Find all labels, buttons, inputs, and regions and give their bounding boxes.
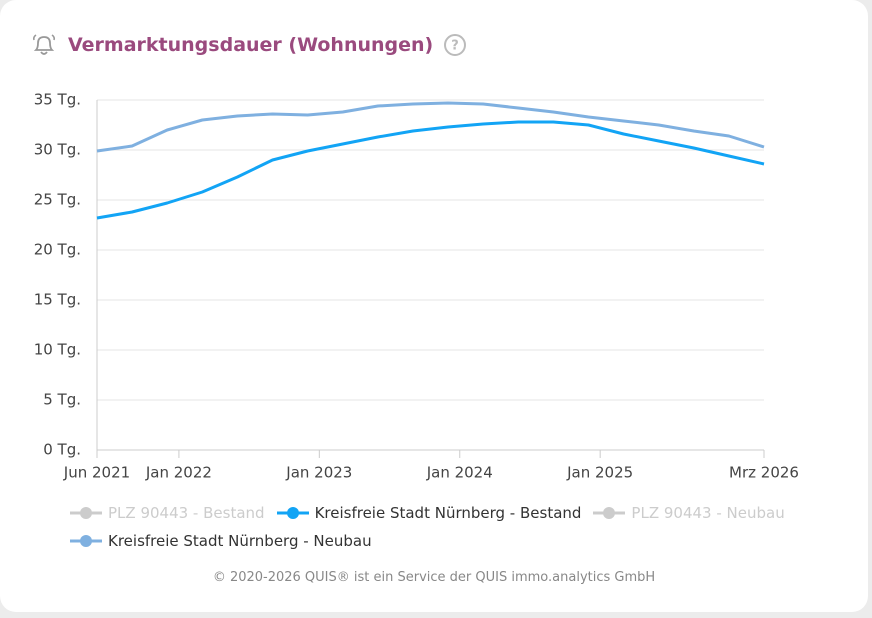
legend-label: PLZ 90443 - Bestand (108, 504, 265, 522)
y-tick-label: 0 Tg. (43, 441, 81, 459)
legend: PLZ 90443 - Bestand Kreisfreie Stadt Nürn… (70, 502, 810, 552)
plot: 0 Tg. 5 Tg. 10 Tg. 15 Tg. 20 Tg. 25 Tg. 30 Tg.… (34, 91, 799, 482)
x-tick-label: Jan 2022 (145, 464, 212, 482)
chart-title: Vermarktungsdauer (Wohnungen) (68, 34, 434, 56)
legend-symbol (70, 535, 102, 547)
y-tick-label: 35 Tg. (34, 91, 81, 109)
y-tick-label: 10 Tg. (34, 341, 81, 359)
x-tick-label: Jan 2024 (426, 464, 493, 482)
x-tick-label: Mrz 2026 (729, 464, 799, 482)
x-tick-label: Jan 2023 (285, 464, 352, 482)
y-tick-label: 20 Tg. (34, 241, 81, 259)
legend-label: Kreisfreie Stadt Nürnberg - Bestand (314, 504, 582, 522)
legend-symbol (593, 507, 626, 519)
bell-icon (32, 34, 56, 55)
legend-dot (80, 535, 92, 547)
help-icon[interactable]: ? (443, 33, 467, 57)
y-tick-label: 5 Tg. (43, 391, 81, 409)
y-tick-label: 25 Tg. (34, 191, 81, 209)
header: Vermarktungsdauer (Wohnungen) ? (30, 32, 467, 58)
legend-label: Kreisfreie Stadt Nürnberg - Neubau (108, 532, 372, 550)
series-line (96, 101, 765, 153)
legend-dot (286, 507, 299, 519)
y-tick-label: 30 Tg. (34, 141, 81, 159)
x-tick-label: Jan 2025 (566, 464, 633, 482)
legend-item[interactable]: PLZ 90443 - Bestand (70, 502, 265, 524)
series-line (96, 120, 765, 220)
legend-item[interactable]: PLZ 90443 - Neubau (593, 502, 785, 524)
legend-item[interactable]: Kreisfreie Stadt Nürnberg - Bestand (276, 502, 582, 524)
y-tick-label: 15 Tg. (34, 291, 81, 309)
legend-dot (603, 507, 616, 519)
legend-item[interactable]: Kreisfreie Stadt Nürnberg - Neubau (70, 530, 372, 552)
svg-text:?: ? (451, 39, 459, 54)
legend-symbol (276, 507, 309, 519)
legend-symbol (70, 507, 102, 519)
footer: © 2020-2026 QUIS® ist ein Service der QU… (212, 570, 656, 585)
legend-dot (80, 507, 92, 519)
x-tick-label: Jun 2021 (63, 464, 130, 482)
legend-label: PLZ 90443 - Neubau (631, 504, 785, 522)
